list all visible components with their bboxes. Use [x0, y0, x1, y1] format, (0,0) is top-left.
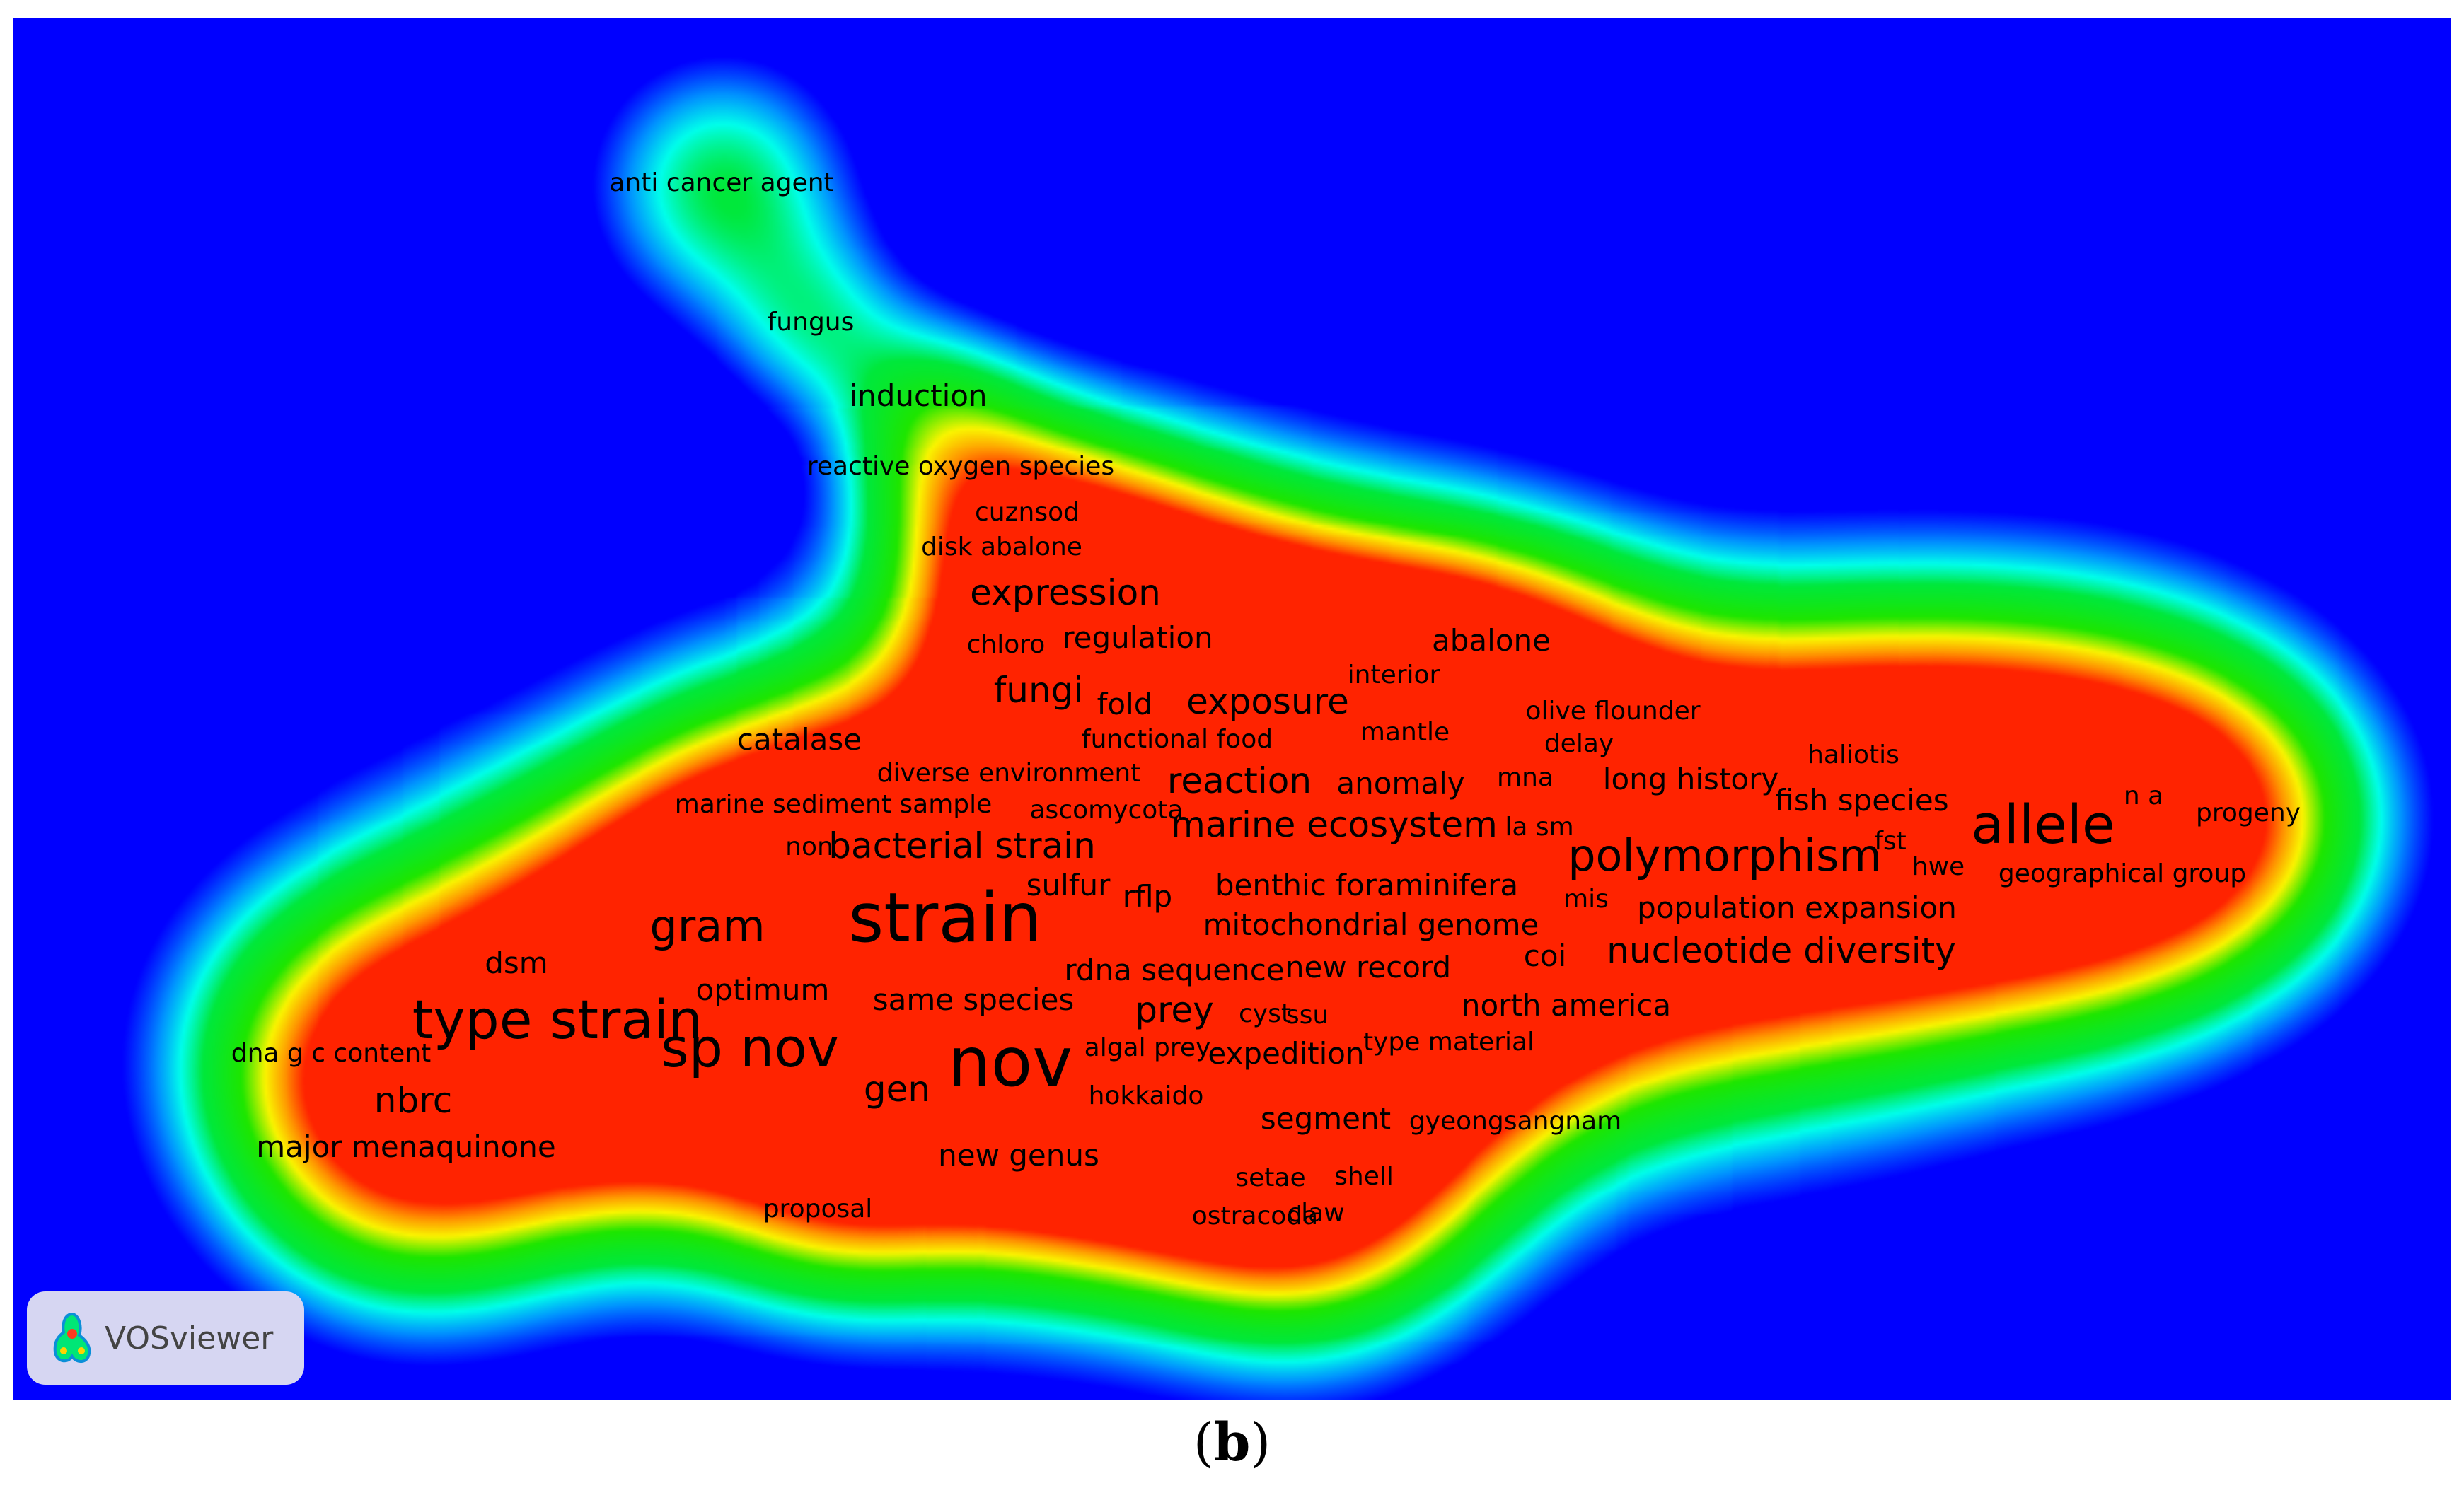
term-label[interactable]: benthic foraminifera: [1215, 868, 1519, 902]
term-label[interactable]: mna: [1497, 763, 1554, 792]
term-label[interactable]: allele: [1971, 793, 2115, 856]
vosviewer-wordmark: VOSviewer: [105, 1320, 274, 1356]
term-label[interactable]: n a: [2123, 781, 2164, 810]
caption-close-paren: ): [1250, 1412, 1271, 1473]
term-label[interactable]: new record: [1285, 950, 1452, 984]
term-label[interactable]: haliotis: [1807, 740, 1899, 769]
term-label[interactable]: nov: [947, 1023, 1073, 1102]
term-label[interactable]: ostracoda: [1191, 1202, 1319, 1231]
term-label[interactable]: abalone: [1432, 623, 1551, 658]
term-label[interactable]: claw: [1287, 1199, 1345, 1228]
term-label[interactable]: dsm: [485, 946, 548, 980]
term-label[interactable]: catalase: [736, 722, 862, 757]
term-label[interactable]: gram: [649, 900, 765, 952]
term-label[interactable]: interior: [1347, 661, 1440, 690]
term-label[interactable]: long history: [1602, 762, 1779, 796]
term-label[interactable]: non: [785, 832, 833, 861]
term-label[interactable]: fold: [1097, 687, 1153, 721]
term-label[interactable]: exposure: [1186, 681, 1349, 722]
term-label[interactable]: strain: [848, 878, 1042, 958]
term-label[interactable]: fungus: [767, 308, 855, 337]
term-label[interactable]: progeny: [2195, 798, 2301, 827]
term-label[interactable]: prey: [1135, 989, 1214, 1030]
term-label[interactable]: coi: [1523, 938, 1567, 973]
term-label[interactable]: setae: [1235, 1163, 1306, 1192]
term-label[interactable]: segment: [1260, 1101, 1392, 1136]
term-label[interactable]: reactive oxygen species: [806, 452, 1115, 481]
term-labels-layer: anti cancer agent fungus induction reactive…: [13, 18, 2451, 1400]
term-label[interactable]: nbrc: [374, 1080, 453, 1121]
term-label[interactable]: ascomycota: [1029, 796, 1184, 825]
term-label[interactable]: cuznsod: [975, 498, 1080, 527]
term-label[interactable]: cyst: [1239, 999, 1291, 1028]
term-label[interactable]: expedition: [1208, 1036, 1365, 1071]
density-map-panel[interactable]: anti cancer agent fungus induction reactive…: [13, 18, 2451, 1400]
term-label[interactable]: same species: [872, 982, 1075, 1017]
term-label[interactable]: diverse environment: [877, 759, 1141, 788]
term-label[interactable]: hokkaido: [1088, 1081, 1204, 1110]
term-label[interactable]: reaction: [1167, 760, 1312, 801]
term-label[interactable]: fish species: [1775, 783, 1949, 818]
term-label[interactable]: mis: [1563, 885, 1609, 914]
term-label[interactable]: fungi: [993, 670, 1084, 711]
vosviewer-badge: VOSviewer: [27, 1291, 304, 1385]
term-label[interactable]: olive flounder: [1525, 697, 1701, 726]
term-label[interactable]: major menaquinone: [256, 1129, 556, 1164]
term-label[interactable]: marine ecosystem: [1171, 804, 1498, 845]
term-label[interactable]: ssu: [1285, 1001, 1329, 1030]
term-label[interactable]: marine sediment sample: [674, 790, 993, 819]
term-label[interactable]: north america: [1461, 988, 1672, 1023]
term-label[interactable]: expression: [970, 572, 1161, 613]
term-label[interactable]: anti cancer agent: [609, 168, 834, 197]
term-label[interactable]: functional food: [1081, 725, 1273, 754]
term-label[interactable]: dna g c content: [231, 1039, 432, 1068]
caption-label: b: [1213, 1412, 1251, 1473]
term-label[interactable]: rflp: [1122, 879, 1173, 914]
term-label[interactable]: shell: [1334, 1162, 1394, 1191]
term-label[interactable]: type material: [1363, 1028, 1535, 1057]
figure-caption: (b): [0, 1404, 2464, 1482]
term-label[interactable]: induction: [849, 378, 988, 413]
term-label[interactable]: polymorphism: [1568, 830, 1882, 881]
term-label[interactable]: sp nov: [661, 1016, 839, 1079]
term-label[interactable]: la sm: [1505, 813, 1574, 842]
term-label[interactable]: disk abalone: [921, 533, 1082, 562]
term-label[interactable]: gen: [863, 1069, 931, 1110]
term-label[interactable]: population expansion: [1637, 890, 1957, 925]
caption-open-paren: (: [1193, 1412, 1214, 1473]
term-label[interactable]: type strain: [412, 988, 703, 1051]
term-label[interactable]: mantle: [1360, 718, 1450, 747]
term-label[interactable]: nucleotide diversity: [1607, 930, 1956, 971]
term-label[interactable]: proposal: [763, 1195, 873, 1223]
term-label[interactable]: algal prey: [1084, 1033, 1211, 1062]
term-label[interactable]: bacterial strain: [828, 825, 1096, 866]
term-label[interactable]: gyeongsangnam: [1409, 1107, 1622, 1136]
term-label[interactable]: mitochondrial genome: [1203, 907, 1539, 942]
term-label[interactable]: chloro: [966, 630, 1046, 659]
term-label[interactable]: regulation: [1062, 620, 1213, 655]
term-label[interactable]: anomaly: [1336, 766, 1465, 801]
term-label[interactable]: new genus: [938, 1138, 1099, 1173]
term-label[interactable]: sulfur: [1026, 868, 1111, 902]
density-heatmap: [13, 18, 2451, 1400]
term-label[interactable]: geographical group: [1998, 859, 2247, 888]
vosviewer-logo-icon: [53, 1312, 91, 1363]
term-label[interactable]: fst: [1874, 827, 1907, 856]
term-label[interactable]: rdna sequence: [1064, 953, 1285, 987]
term-label[interactable]: hwe: [1911, 852, 1965, 881]
term-label[interactable]: delay: [1544, 729, 1614, 758]
term-label[interactable]: optimum: [695, 972, 830, 1007]
